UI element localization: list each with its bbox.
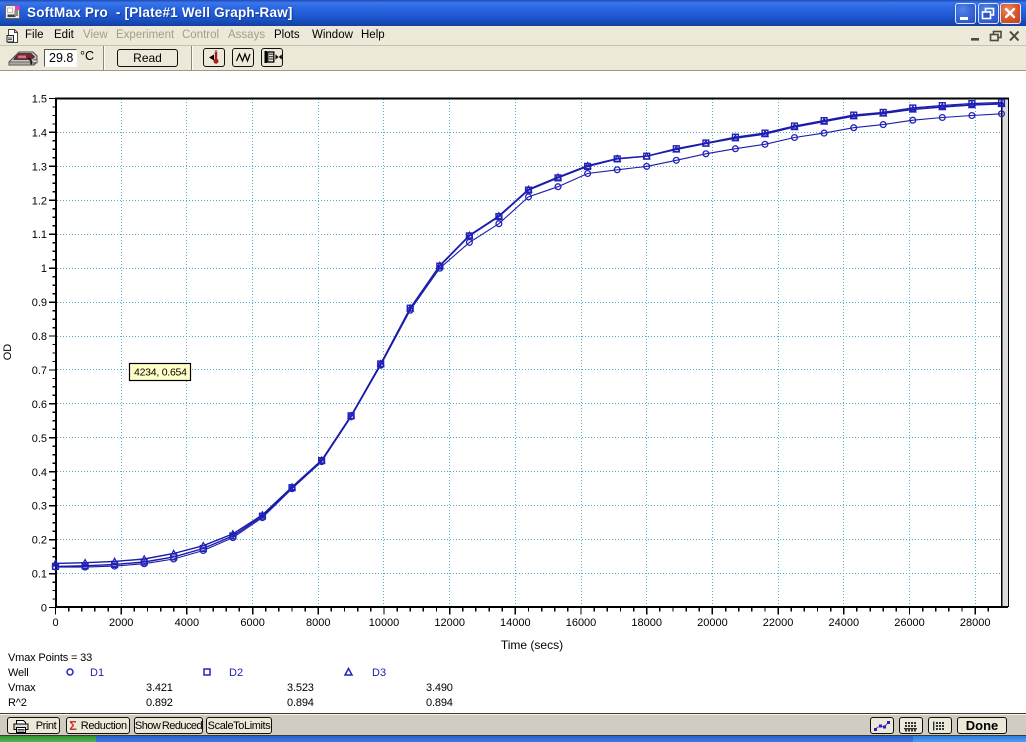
svg-text:OD: OD	[2, 344, 14, 361]
svg-text:D1: D1	[90, 667, 104, 679]
svg-text:20000: 20000	[697, 617, 728, 629]
svg-text:4000: 4000	[175, 617, 199, 629]
svg-text:0: 0	[52, 617, 58, 629]
svg-text:1.2: 1.2	[32, 195, 47, 207]
svg-text:3.523: 3.523	[287, 682, 314, 694]
svg-text:0.9: 0.9	[32, 297, 47, 309]
svg-text:14000: 14000	[500, 617, 531, 629]
svg-text:6000: 6000	[240, 617, 264, 629]
svg-text:2000: 2000	[109, 617, 133, 629]
svg-text:0.7: 0.7	[32, 365, 47, 377]
svg-text:Vmax: Vmax	[8, 682, 36, 694]
svg-text:Vmax Points = 33: Vmax Points = 33	[8, 652, 92, 664]
svg-text:0.3: 0.3	[32, 501, 47, 513]
svg-text:0.8: 0.8	[32, 331, 47, 343]
svg-text:0.892: 0.892	[146, 697, 173, 709]
svg-text:28000: 28000	[960, 617, 991, 629]
svg-text:Well: Well	[8, 667, 29, 679]
svg-text:12000: 12000	[434, 617, 465, 629]
svg-text:Time (secs): Time (secs)	[501, 638, 563, 652]
svg-text:1: 1	[41, 263, 47, 275]
svg-text:3.421: 3.421	[146, 682, 173, 694]
svg-text:0.894: 0.894	[426, 697, 453, 709]
svg-text:D3: D3	[372, 667, 386, 679]
svg-text:0.4: 0.4	[32, 467, 47, 479]
svg-text:1.3: 1.3	[32, 161, 47, 173]
svg-text:4234, 0.654: 4234, 0.654	[134, 367, 187, 379]
svg-text:0: 0	[41, 603, 47, 615]
svg-text:10000: 10000	[369, 617, 400, 629]
svg-text:1.5: 1.5	[32, 94, 47, 106]
svg-text:D2: D2	[229, 667, 243, 679]
svg-text:0.894: 0.894	[287, 697, 314, 709]
svg-text:16000: 16000	[566, 617, 597, 629]
svg-text:1.1: 1.1	[32, 229, 47, 241]
svg-text:26000: 26000	[894, 617, 925, 629]
svg-text:0.2: 0.2	[32, 535, 47, 547]
svg-text:18000: 18000	[631, 617, 662, 629]
svg-text:0.5: 0.5	[32, 433, 47, 445]
svg-text:R^2: R^2	[8, 697, 27, 709]
svg-text:24000: 24000	[829, 617, 860, 629]
svg-text:3.490: 3.490	[426, 682, 453, 694]
svg-text:1.4: 1.4	[32, 127, 47, 139]
svg-text:8000: 8000	[306, 617, 330, 629]
svg-text:0.6: 0.6	[32, 399, 47, 411]
svg-text:0.1: 0.1	[32, 569, 47, 581]
svg-text:22000: 22000	[763, 617, 794, 629]
